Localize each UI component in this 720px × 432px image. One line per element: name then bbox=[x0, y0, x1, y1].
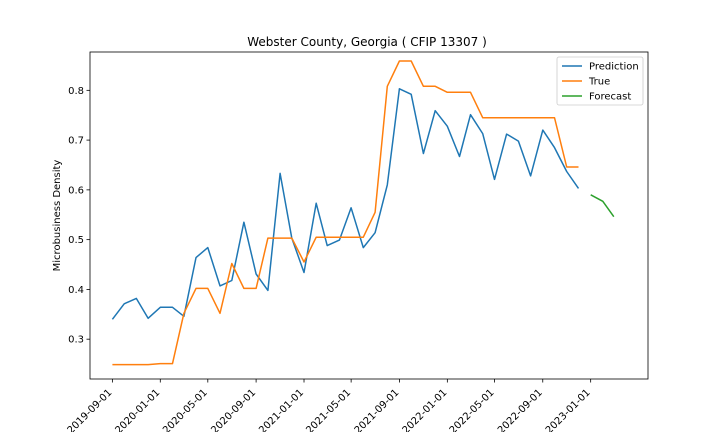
legend-label-true: True bbox=[588, 77, 610, 88]
x-tick-label: 2022-01-01 bbox=[401, 387, 450, 432]
legend-box bbox=[556, 56, 644, 106]
legend-label-prediction: Prediction bbox=[589, 62, 639, 73]
y-axis: 0.3 0.4 0.5 0.6 0.7 0.8 bbox=[68, 86, 90, 346]
y-tick-label: 0.3 bbox=[68, 335, 84, 346]
x-tick-label: 2021-09-01 bbox=[353, 387, 402, 432]
y-tick-label: 0.5 bbox=[68, 235, 84, 246]
x-tick-label: 2020-05-01 bbox=[161, 387, 210, 432]
x-tick-label: 2020-01-01 bbox=[114, 387, 163, 432]
plot-frame bbox=[89, 51, 649, 380]
series-line-true bbox=[112, 60, 579, 366]
y-axis-label: Microbusiness Density bbox=[52, 160, 63, 272]
x-tick-label: 2022-05-01 bbox=[448, 387, 497, 432]
x-tick-label: 2019-09-01 bbox=[66, 387, 115, 432]
y-tick-label: 0.4 bbox=[68, 285, 84, 296]
x-tick-label: 2020-09-01 bbox=[209, 387, 258, 432]
series-line-prediction bbox=[111, 88, 580, 320]
legend: Prediction True Forecast bbox=[556, 56, 644, 106]
y-tick-label: 0.7 bbox=[68, 136, 84, 147]
chart-title: Webster County, Georgia ( CFIP 13307 ) bbox=[247, 35, 487, 49]
y-tick-label: 0.8 bbox=[68, 86, 84, 97]
x-tick-label: 2021-05-01 bbox=[304, 387, 353, 432]
x-tick-label: 2022-09-01 bbox=[496, 387, 545, 432]
plot-marks bbox=[111, 60, 615, 366]
x-tick-label: 2023-01-01 bbox=[544, 387, 593, 432]
series-line-forecast bbox=[590, 194, 615, 218]
y-tick-label: 0.6 bbox=[68, 185, 84, 196]
x-tick-label: 2021-01-01 bbox=[257, 387, 306, 432]
legend-label-forecast: Forecast bbox=[589, 92, 631, 103]
